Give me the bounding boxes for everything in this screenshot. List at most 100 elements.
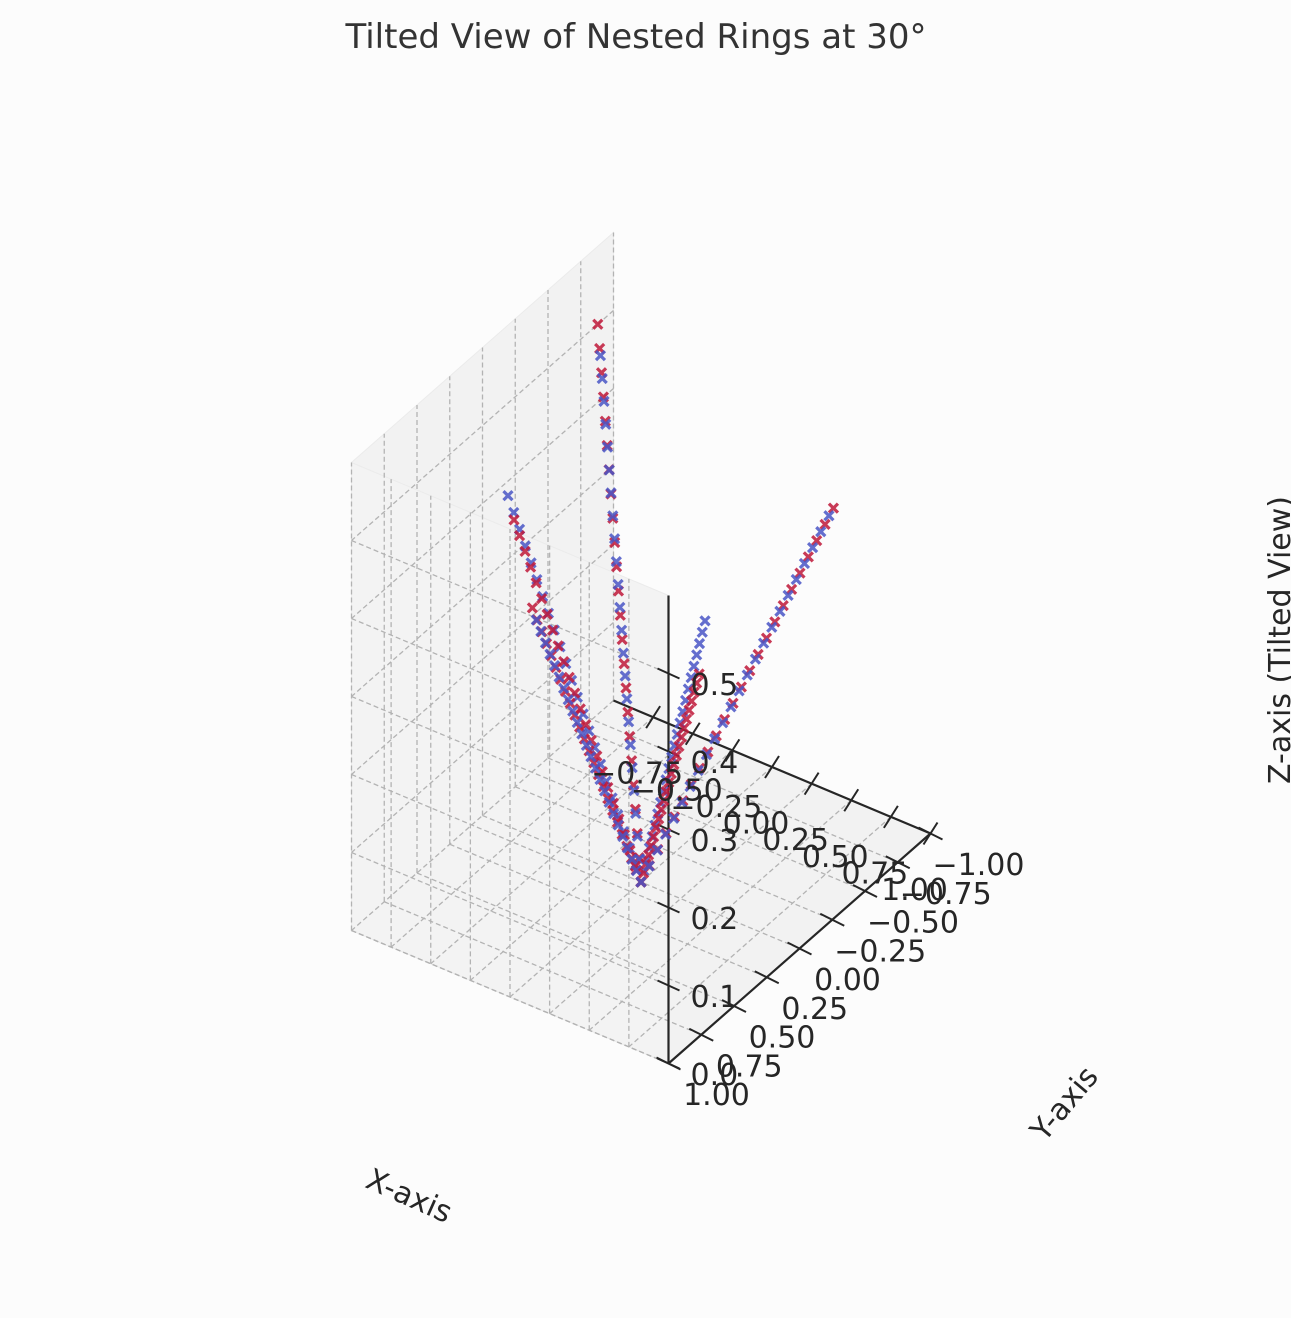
data-point: [530, 614, 542, 626]
x-tick-label: 1.00: [881, 873, 948, 908]
data-point: [562, 694, 574, 706]
data-point: [612, 578, 624, 591]
data-point: [670, 749, 683, 762]
data-point: [603, 796, 615, 808]
grid-line: [351, 539, 669, 675]
tick-mark: [657, 901, 680, 914]
data-point: [685, 695, 698, 707]
tick-mark: [657, 667, 680, 680]
data-point: [827, 502, 840, 514]
data-point: [785, 583, 798, 596]
data-point: [601, 441, 614, 453]
data-point: [790, 573, 802, 586]
data-point: [665, 767, 677, 780]
data-point: [526, 602, 539, 614]
chart-title: Tilted View of Nested Rings at 30°: [345, 17, 927, 57]
data-point: [663, 776, 675, 789]
data-point: [592, 318, 604, 330]
z-tick-label: 0.4: [691, 746, 739, 781]
x-axis-label: X-axis: [361, 1162, 457, 1231]
data-point: [643, 860, 655, 872]
data-point: [651, 844, 663, 856]
grid-line: [588, 799, 852, 1031]
data-point: [749, 653, 762, 665]
data-point: [675, 731, 688, 743]
data-point: [612, 819, 624, 831]
data-point: [657, 785, 669, 797]
data-point: [683, 704, 695, 716]
data-point: [642, 849, 655, 861]
data-point: [717, 717, 729, 729]
grid-line: [351, 310, 614, 541]
tick-mark: [657, 1057, 680, 1070]
grid-line: [351, 466, 614, 697]
data-point: [733, 685, 745, 697]
data-point: [553, 671, 565, 683]
data-point: [536, 593, 548, 605]
data-point: [624, 739, 637, 751]
data-point: [650, 822, 662, 834]
data-point: [539, 637, 552, 649]
x-tick-label: 0.25: [762, 823, 829, 858]
data-point: [693, 637, 706, 650]
data-point: [524, 561, 537, 573]
data-point: [819, 518, 831, 531]
z-tick-label: 0.5: [691, 668, 739, 703]
data-point: [607, 510, 619, 522]
data-point: [594, 773, 606, 786]
data-point: [774, 605, 786, 617]
data-point: [782, 589, 794, 602]
data-point: [502, 490, 514, 502]
data-point: [547, 624, 559, 636]
data-point: [610, 555, 622, 568]
z-tick-label: 0.3: [691, 824, 739, 859]
data-point: [558, 682, 570, 695]
data-point: [519, 545, 531, 558]
tick-mark: [852, 884, 878, 898]
data-point: [673, 740, 685, 752]
tick-mark: [787, 941, 812, 956]
y-tick-label: 0.50: [749, 1021, 816, 1056]
data-point: [616, 633, 628, 646]
data-point: [585, 751, 597, 763]
x-tick-label: 0.50: [802, 840, 869, 875]
data-point: [608, 808, 620, 820]
data-point: [757, 637, 770, 649]
data-point: [691, 677, 703, 689]
z-tick-label: 0.1: [691, 980, 739, 1015]
data-point: [676, 796, 688, 809]
tick-mark: [688, 1027, 714, 1042]
grid-line: [549, 783, 813, 1015]
data-point: [741, 669, 753, 681]
data-point: [608, 533, 621, 545]
data-point: [605, 487, 617, 499]
tick-mark: [819, 912, 845, 927]
data-point: [660, 785, 672, 798]
data-point: [766, 621, 778, 633]
data-point: [544, 648, 556, 660]
tick-mark: [721, 999, 747, 1013]
data-point: [635, 876, 647, 888]
tick-mark: [645, 705, 661, 729]
grid-line: [449, 843, 768, 978]
data-point: [598, 395, 610, 408]
x-tick-label: 0.00: [723, 807, 790, 842]
data-point: [596, 372, 608, 385]
data-point: [607, 512, 619, 524]
data-point: [599, 415, 611, 427]
data-marks: [502, 318, 840, 888]
data-point: [576, 728, 588, 740]
x-tick-label: −0.50: [631, 773, 723, 808]
grid-line: [351, 388, 614, 619]
y-tick-label: 0.25: [781, 992, 848, 1027]
data-point: [535, 625, 547, 638]
data-point: [628, 784, 640, 797]
grid-line: [351, 544, 614, 775]
tick-mark: [843, 788, 860, 812]
data-point: [580, 739, 593, 751]
data-point: [508, 514, 520, 526]
data-point: [688, 660, 700, 672]
grid-line: [390, 716, 654, 948]
data-point: [548, 659, 561, 672]
data-point: [693, 668, 705, 680]
